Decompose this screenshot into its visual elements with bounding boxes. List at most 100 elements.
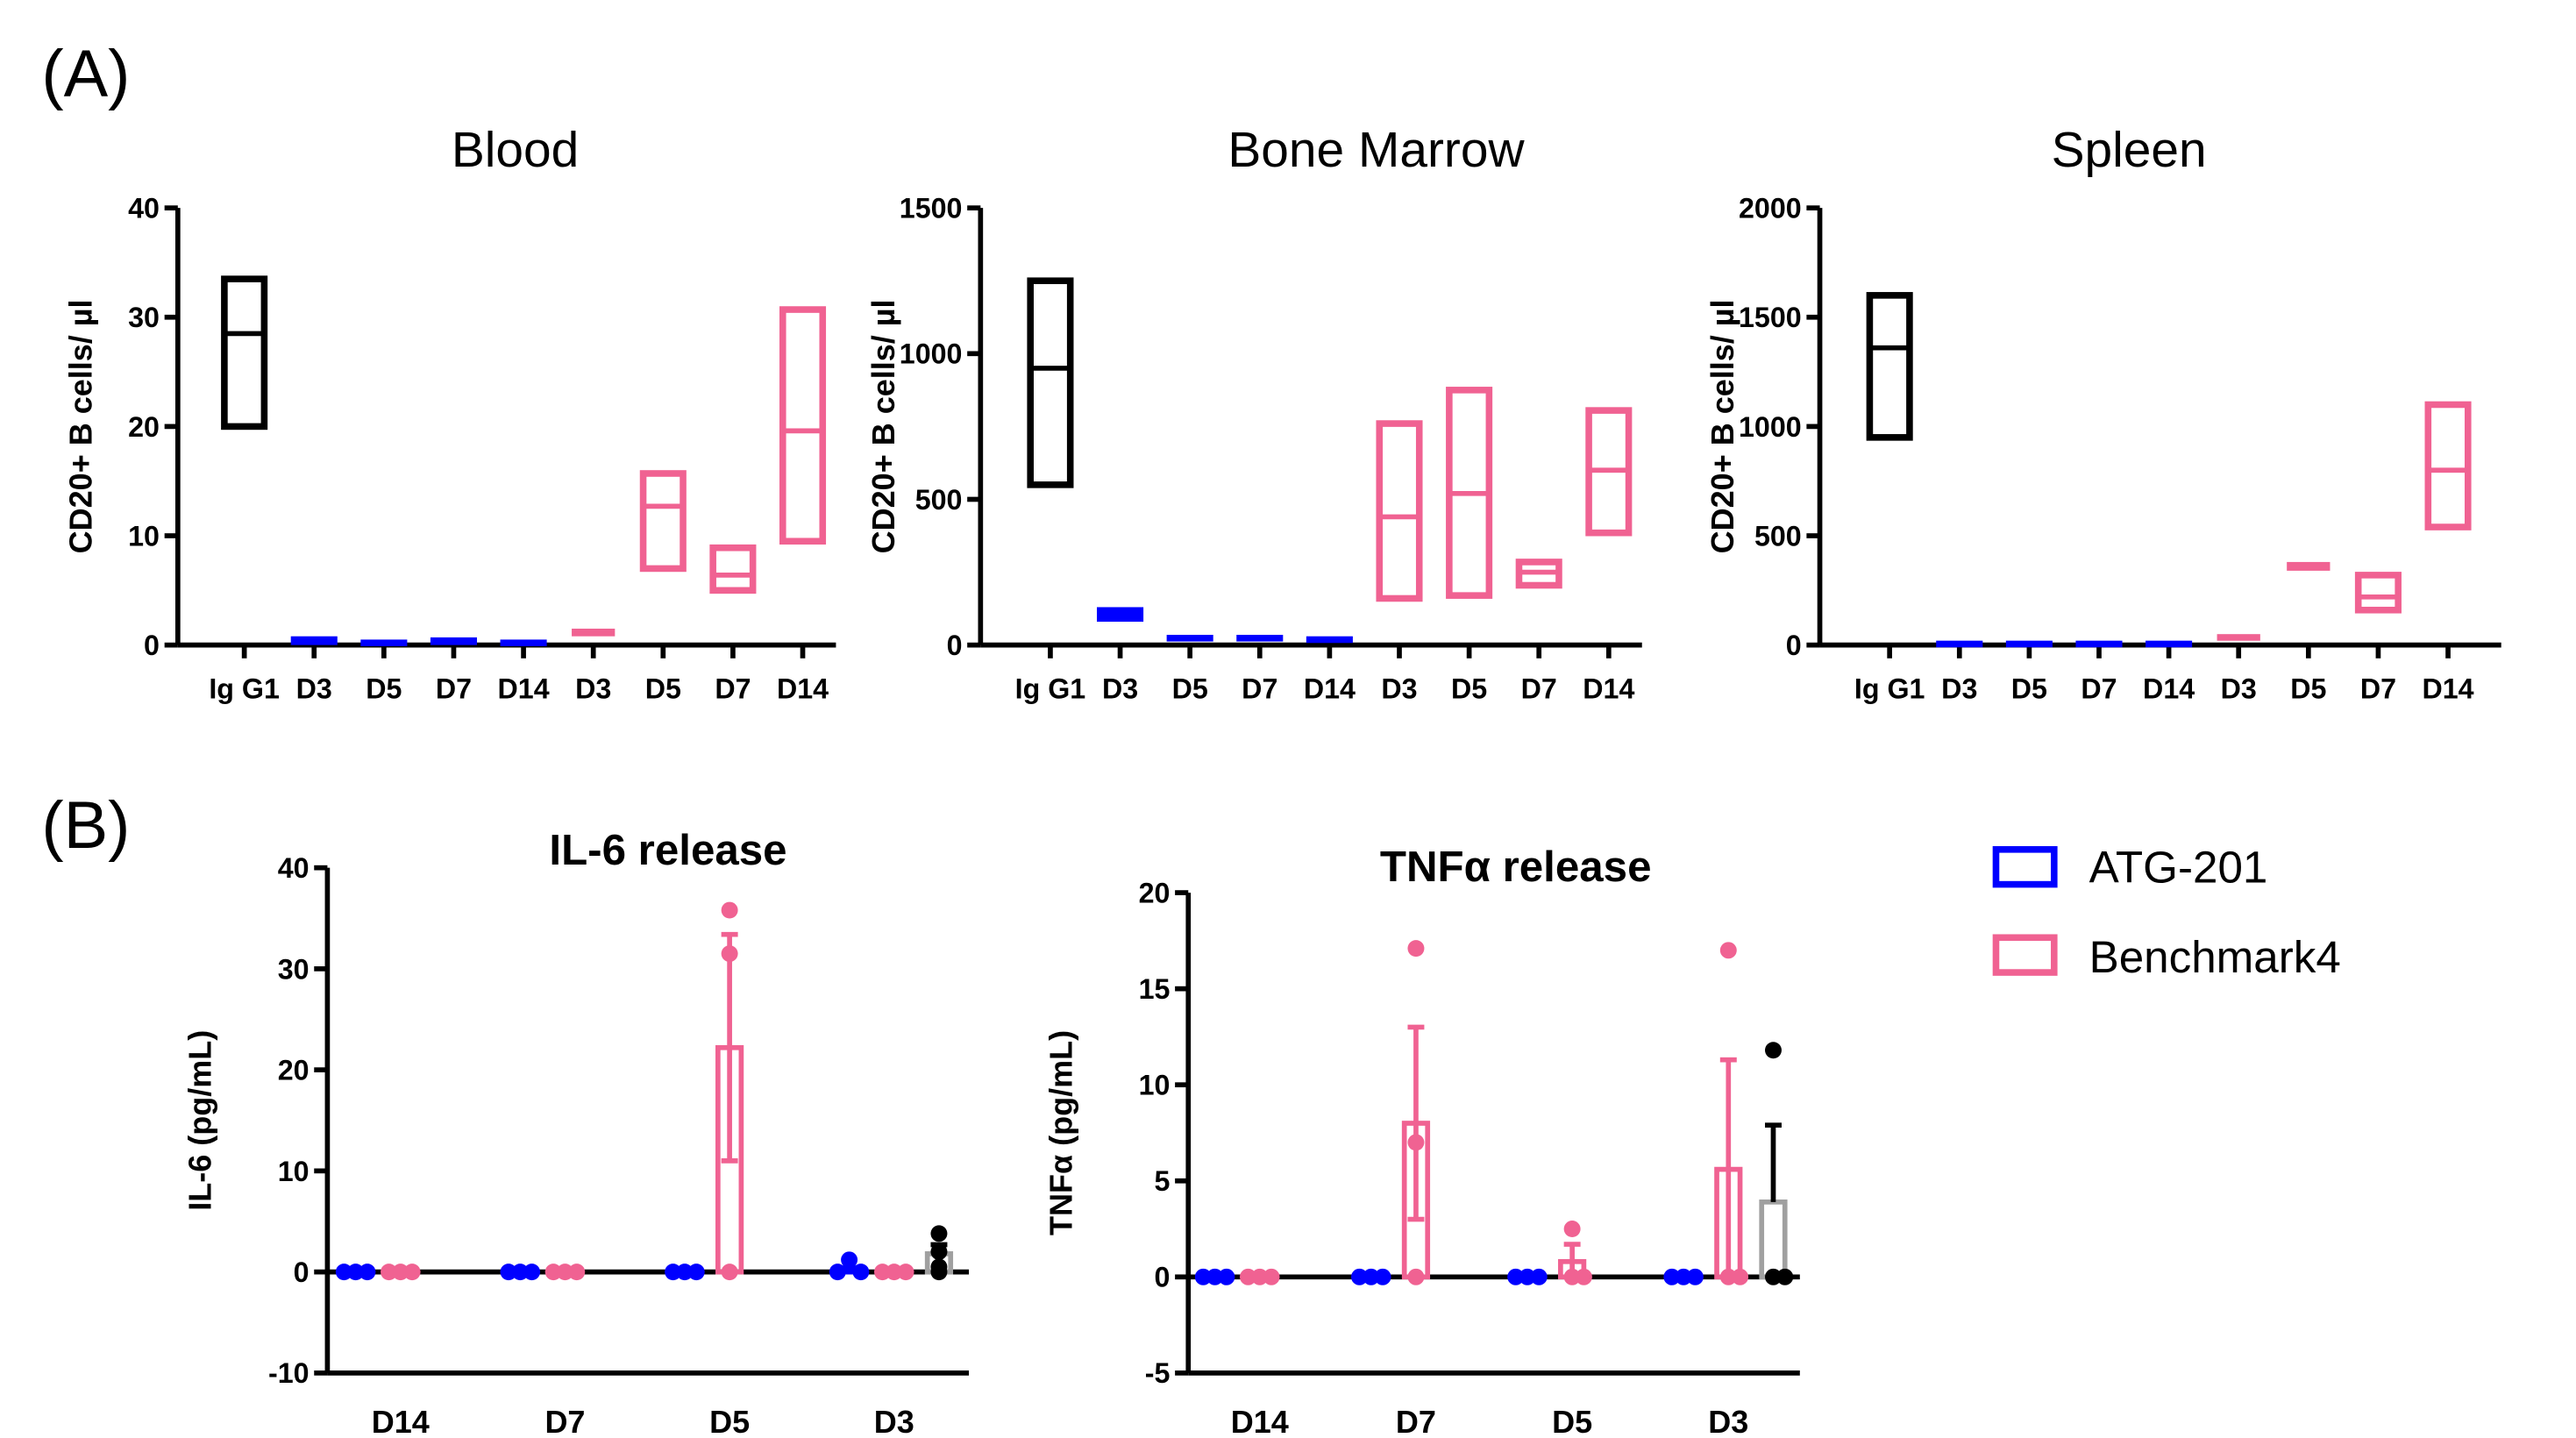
- x-tick-label: D7: [715, 673, 751, 704]
- data-point: [930, 1225, 948, 1242]
- data-point: [1719, 942, 1737, 959]
- data-point: [556, 1264, 573, 1281]
- y-tick-label: 500: [915, 484, 963, 516]
- range-bar: [1866, 292, 1913, 441]
- x-tick-label: D3: [874, 1404, 914, 1438]
- data-point: [1765, 1268, 1782, 1285]
- x-tick-label: D5: [2011, 673, 2047, 704]
- chart-title: TNFα release: [1380, 843, 1652, 891]
- y-tick-label: 0: [947, 630, 963, 661]
- y-axis-label: TNFα (pg/mL): [1043, 1030, 1079, 1235]
- x-tick-label: D3: [1941, 673, 1977, 704]
- data-point: [1363, 1268, 1380, 1285]
- x-tick-label: D14: [498, 673, 550, 704]
- range-bar: [779, 306, 827, 545]
- data-point: [1206, 1268, 1224, 1285]
- data-point: [1218, 1268, 1235, 1285]
- y-axis-label: CD20+ B cells/ µl: [865, 299, 901, 553]
- bar: [1759, 1200, 1788, 1280]
- data-point: [1663, 1268, 1681, 1285]
- x-tick-label: D3: [2221, 673, 2257, 704]
- data-point: [335, 1264, 352, 1281]
- y-tick-label: 15: [1139, 973, 1171, 1005]
- data-point: [886, 1264, 903, 1281]
- data-point: [687, 1264, 705, 1281]
- x-tick-label: D5: [709, 1404, 750, 1438]
- data-point: [403, 1264, 421, 1281]
- x-tick-label: D3: [1708, 1404, 1748, 1438]
- x-tick-label: Ig G1: [209, 673, 280, 704]
- x-tick-label: D14: [2143, 673, 2195, 704]
- chart-1: Bone Marrow CD20+ B cells/ µl 0 500 1000 1500…: [865, 123, 1642, 704]
- data-point: [721, 901, 738, 919]
- data-point: [874, 1264, 891, 1281]
- data-point: [1407, 1268, 1425, 1285]
- chart-title: Bone Marrow: [1228, 123, 1525, 178]
- data-point: [1194, 1268, 1212, 1285]
- x-tick-label: D5: [1172, 673, 1208, 704]
- data-point: [1374, 1268, 1391, 1285]
- y-axis-label: IL-6 (pg/mL): [182, 1030, 218, 1211]
- data-point: [1686, 1268, 1704, 1285]
- x-tick-label: D7: [544, 1404, 585, 1438]
- range-bar: [709, 544, 757, 594]
- y-tick-label: 20: [278, 1055, 310, 1086]
- data-point: [1263, 1268, 1280, 1285]
- y-tick-label: 0: [1154, 1262, 1170, 1293]
- x-tick-label: D14: [777, 673, 829, 704]
- data-point: [665, 1264, 682, 1281]
- y-tick-label: 0: [144, 630, 160, 661]
- data-point: [544, 1264, 562, 1281]
- data-point: [347, 1264, 365, 1281]
- x-tick-label: D3: [296, 673, 332, 704]
- data-point: [523, 1264, 541, 1281]
- y-tick-label: 10: [128, 520, 160, 552]
- data-point: [841, 1251, 858, 1269]
- data-point: [930, 1243, 948, 1261]
- y-tick-label: 10: [1139, 1070, 1171, 1101]
- data-point: [1776, 1268, 1794, 1285]
- data-point: [500, 1264, 517, 1281]
- chart-title: Spleen: [2052, 123, 2207, 178]
- x-tick-label: D14: [372, 1404, 430, 1438]
- range-bar: [2354, 572, 2402, 614]
- data-point: [1530, 1268, 1548, 1285]
- x-tick-label: Ig G1: [1854, 673, 1925, 704]
- range-bar: [500, 639, 547, 647]
- x-tick-label: D14: [1231, 1404, 1289, 1438]
- y-tick-label: 1500: [900, 193, 963, 224]
- legend-swatch-atg: [1992, 846, 2058, 888]
- range-bar: [2075, 640, 2123, 648]
- data-point: [1407, 940, 1425, 957]
- x-tick-label: D3: [1102, 673, 1138, 704]
- data-point: [721, 945, 738, 963]
- range-bar: [1376, 420, 1423, 602]
- range-bar: [1306, 636, 1353, 644]
- y-axis-label: CD20+ B cells/ µl: [1704, 299, 1740, 553]
- data-point: [897, 1264, 914, 1281]
- data-point: [1251, 1268, 1269, 1285]
- range-bar: [221, 275, 268, 431]
- x-tick-label: D7: [436, 673, 472, 704]
- panel-label-a: (A): [41, 37, 130, 111]
- range-bar: [290, 636, 338, 645]
- x-tick-label: D14: [1583, 673, 1634, 704]
- data-point: [676, 1264, 694, 1281]
- data-point: [829, 1264, 846, 1281]
- y-tick-label: 1000: [1739, 411, 1802, 443]
- data-point: [930, 1264, 948, 1281]
- data-point: [511, 1264, 529, 1281]
- chart-0: Blood CD20+ B cells/ µl 0 10 20 30 40 Ig G1 D3 D5…: [62, 123, 836, 704]
- data-point: [1240, 1268, 1256, 1285]
- data-point: [1407, 1134, 1425, 1151]
- chart-2: Spleen CD20+ B cells/ µl 0 500 1000 1500 2000 I…: [1704, 123, 2501, 704]
- y-tick-label: 20: [128, 411, 160, 443]
- legend-label-bench: Benchmark4: [2089, 932, 2341, 982]
- y-tick-label: 5: [1154, 1165, 1170, 1197]
- y-tick-label: -10: [268, 1357, 310, 1389]
- range-bar: [2217, 634, 2260, 641]
- y-tick-label: 0: [1786, 630, 1802, 661]
- range-bar: [572, 628, 616, 637]
- x-tick-label: D7: [1242, 673, 1277, 704]
- data-point: [721, 1264, 738, 1281]
